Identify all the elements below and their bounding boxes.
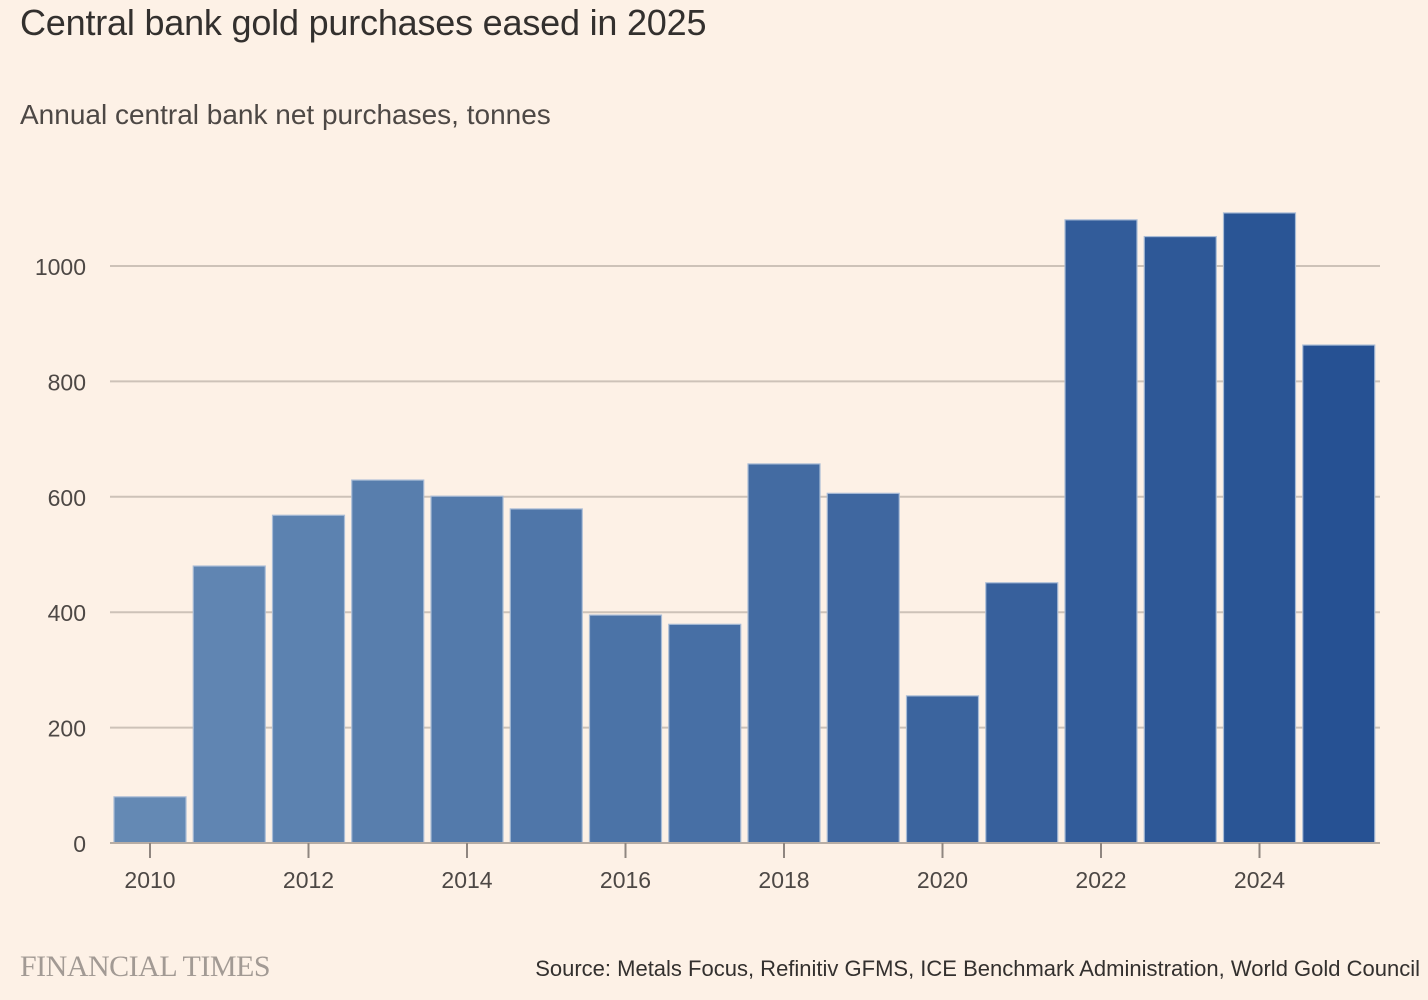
- bar-2013: [351, 479, 425, 844]
- y-tick-label: 1000: [35, 254, 86, 280]
- bar-2016: [588, 614, 663, 844]
- bar-2021: [985, 582, 1059, 844]
- x-tick-label: 2018: [758, 867, 809, 893]
- bar-2023: [1143, 235, 1217, 844]
- x-tick-label: 2020: [917, 867, 968, 893]
- y-tick-label: 800: [48, 369, 86, 395]
- source-note: Source: Metals Focus, Refinitiv GFMS, IC…: [535, 956, 1420, 981]
- y-tick-label: 600: [48, 485, 86, 511]
- x-tick-label: 2022: [1075, 867, 1126, 893]
- y-tick-label: 0: [73, 831, 86, 857]
- x-axis: 2010 2012 2014 2016 2018 2020 2022 2024: [110, 842, 1380, 893]
- bar-2015: [509, 508, 583, 844]
- ft-logo: FINANCIAL TIMES: [20, 950, 271, 983]
- bar-2012: [271, 514, 346, 844]
- chart-subtitle: Annual central bank net purchases, tonne…: [20, 99, 551, 130]
- bar-2011: [192, 565, 266, 844]
- bars: [113, 212, 1376, 844]
- bar-2010: [113, 796, 187, 844]
- chart-title: Central bank gold purchases eased in 202…: [20, 2, 707, 43]
- y-tick-label: 400: [48, 600, 86, 626]
- bar-2017: [668, 623, 742, 844]
- bar-2024: [1222, 212, 1297, 844]
- y-axis: 0 200 400 600 800 1000: [35, 254, 86, 857]
- x-tick-label: 2016: [600, 867, 651, 893]
- x-tick-label: 2010: [124, 867, 175, 893]
- x-tick-label: 2014: [441, 867, 492, 893]
- bar-2018: [747, 463, 821, 844]
- bar-2020: [905, 695, 980, 844]
- bar-2022: [1064, 219, 1138, 844]
- x-tick-label: 2024: [1234, 867, 1285, 893]
- bar-2025: [1302, 344, 1376, 844]
- bar-2019: [826, 492, 900, 844]
- x-tick-label: 2012: [283, 867, 334, 893]
- bar-2014: [430, 495, 504, 844]
- y-tick-label: 200: [48, 716, 86, 742]
